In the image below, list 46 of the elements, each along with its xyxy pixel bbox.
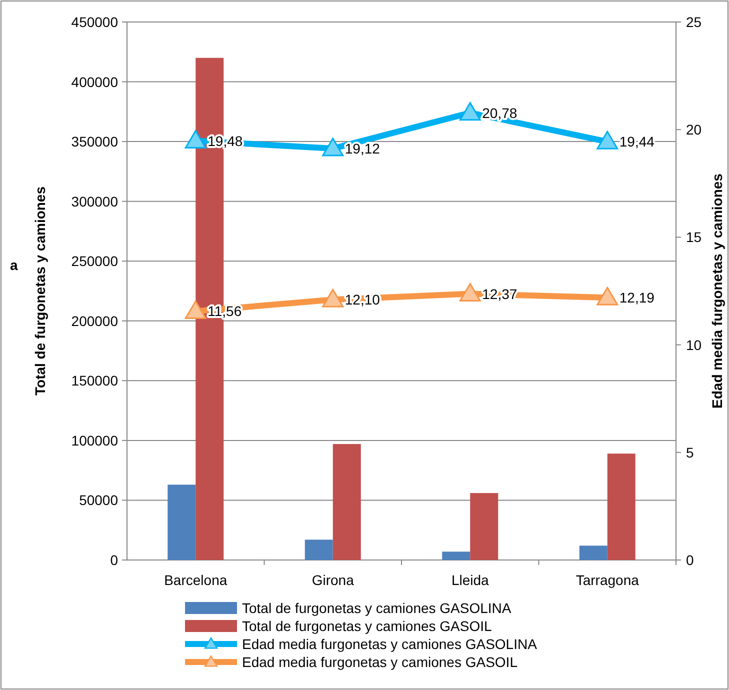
bar: [442, 552, 470, 560]
data-label: 19,44: [619, 134, 655, 150]
bar: [304, 540, 333, 560]
y2-tick-label: 0: [686, 552, 694, 568]
y-tick-label: 400000: [71, 74, 118, 90]
y2-tick-label: 5: [686, 444, 694, 460]
point: [184, 300, 206, 319]
y-tick-label: 300000: [71, 193, 118, 210]
y2-axis-title: Edad media furgonetas y camiones: [709, 173, 725, 408]
point: [322, 288, 344, 308]
x-tick-label: Girona: [312, 572, 354, 588]
legend-label: Edad media furgonetas y camiones GASOIL: [242, 654, 518, 670]
data-label: 12,19: [619, 290, 655, 306]
y-tick-label: 50000: [79, 492, 118, 508]
point: [596, 130, 618, 150]
text: a: [10, 257, 18, 273]
point: [459, 102, 481, 121]
bar: [470, 493, 498, 560]
y2-tick-label: 25: [686, 14, 702, 30]
data-label: 19,12: [344, 140, 380, 157]
x-tick-label: Tarragona: [576, 572, 640, 588]
legend-label: Total de furgonetas y camiones GASOIL: [242, 618, 492, 634]
point: [322, 138, 344, 156]
legend-label: Edad media furgonetas y camiones GASOLINA: [242, 636, 538, 652]
bar: [607, 454, 636, 560]
y2-tick-label: 20: [686, 122, 702, 138]
y-axis-title: Total de furgonetas y camiones: [32, 186, 48, 396]
y2-tick-label: 15: [686, 229, 702, 246]
y-tick-label: 150000: [71, 372, 118, 389]
point: [596, 286, 618, 306]
y-tick-label: 100000: [71, 432, 118, 448]
y-tick-label: 200000: [71, 312, 118, 329]
y-tick-label: 350000: [71, 134, 118, 150]
bar: [579, 546, 608, 560]
y2-tick-label: 10: [686, 336, 702, 353]
data-label: 11,56: [208, 303, 242, 320]
point: [459, 283, 481, 302]
y-tick-label: 250000: [71, 253, 118, 270]
x-tick-label: Lleida: [451, 572, 490, 588]
y-tick-label: 450000: [71, 14, 118, 30]
bar: [168, 484, 196, 560]
legend-label: Total de furgonetas y camiones GASOLINA: [242, 600, 512, 616]
x-tick-label: Barcelona: [164, 572, 228, 588]
point: [184, 130, 206, 149]
bar: [332, 444, 361, 560]
y-tick-label: 0: [110, 552, 118, 568]
